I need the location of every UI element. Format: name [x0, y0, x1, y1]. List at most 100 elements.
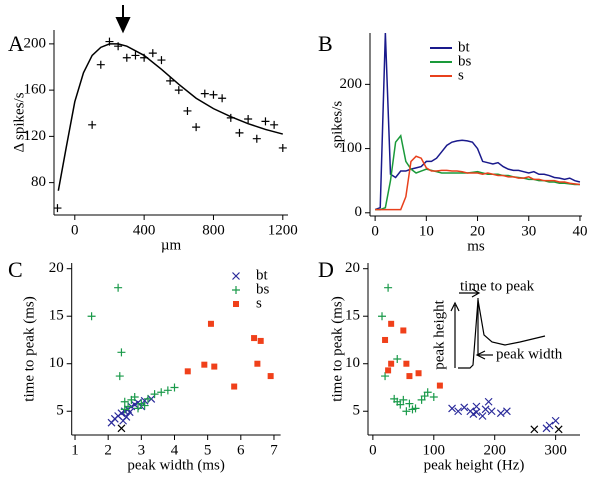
inset-arrowhead [450, 301, 460, 312]
point [218, 94, 227, 103]
point [120, 397, 129, 406]
point [257, 337, 264, 344]
x-tick-label: 0 [369, 442, 377, 458]
legend-marker [232, 272, 240, 280]
point [117, 424, 126, 433]
peak-arrow [115, 5, 131, 34]
point [420, 392, 429, 401]
point [484, 397, 493, 406]
y-tick-label: 10 [49, 355, 64, 371]
point [174, 86, 183, 95]
point [436, 382, 443, 389]
point [415, 370, 422, 377]
x-tick-label: 10 [419, 223, 434, 239]
point [393, 354, 402, 363]
point [487, 407, 496, 416]
x-tick-label: 400 [133, 222, 156, 238]
y-tick-label: 100 [340, 140, 363, 156]
point [117, 348, 126, 357]
legend-label: bs [458, 53, 472, 69]
inset-label: peak height [431, 299, 447, 369]
point [140, 401, 149, 410]
point [231, 383, 238, 390]
y-tick-label: 160 [24, 82, 47, 98]
point [390, 394, 399, 403]
y-axis-label: spikes/s [329, 101, 345, 149]
point [96, 60, 105, 69]
point [150, 390, 159, 399]
x-tick-label: 4 [171, 442, 179, 458]
y-tick-label: 120 [24, 128, 47, 144]
point [481, 405, 490, 414]
y-tick-label: 5 [56, 403, 64, 419]
arrow-head [115, 17, 131, 34]
point [211, 363, 218, 370]
point [402, 407, 411, 416]
x-axis-label: peak width (ms) [127, 457, 224, 473]
point [405, 399, 414, 408]
point [448, 404, 456, 413]
point [382, 336, 389, 343]
point [115, 372, 124, 381]
point [254, 360, 261, 367]
y-tick-label: 80 [31, 174, 46, 190]
point [120, 405, 129, 414]
y-tick-label: 0 [355, 204, 363, 220]
point [384, 283, 393, 292]
x-axis-label: µm [161, 237, 182, 253]
y-tick-label: 5 [353, 403, 361, 419]
point [192, 123, 201, 132]
legend-label: s [256, 295, 262, 311]
point [53, 204, 62, 213]
point [157, 388, 166, 397]
point [134, 404, 143, 413]
point [472, 408, 481, 417]
x-tick-label: 40 [572, 223, 587, 239]
point [278, 143, 287, 152]
legend-label: bt [458, 39, 471, 55]
y-tick-label: 15 [345, 308, 360, 324]
point [207, 320, 214, 327]
x-axis-label: ms [467, 238, 485, 254]
inset-arrowhead [475, 350, 486, 360]
point [478, 412, 487, 420]
point [454, 407, 463, 416]
point [381, 372, 390, 381]
panel-letter: D [318, 257, 334, 282]
point [119, 416, 128, 425]
x-tick-label: 20 [470, 223, 485, 239]
inset-label: time to peak [460, 278, 535, 294]
point [502, 407, 511, 416]
point [399, 395, 408, 404]
point [163, 386, 172, 395]
panel-letter: A [8, 31, 24, 56]
point [551, 416, 560, 425]
point [388, 320, 395, 327]
line [375, 155, 581, 211]
x-tick-label: 6 [237, 442, 245, 458]
inset-curve [458, 299, 546, 369]
y-tick-label: 200 [340, 76, 363, 92]
point [261, 117, 270, 126]
y-axis-label: Δ spikes/s [11, 92, 27, 152]
legend-marker [233, 301, 239, 307]
point [270, 120, 279, 129]
point [201, 361, 208, 368]
line [374, 32, 581, 211]
point [542, 424, 551, 433]
point [88, 120, 97, 129]
point [429, 392, 438, 401]
point [166, 76, 175, 85]
point [378, 312, 387, 321]
point [131, 51, 140, 60]
inset-schematic [450, 288, 546, 369]
point [406, 373, 413, 380]
inset-time-arrow [459, 288, 481, 298]
point [403, 360, 410, 367]
panel-letter: C [8, 257, 23, 282]
legend-label: bs [256, 281, 270, 297]
inset-label: peak width [496, 346, 563, 362]
x-tick-label: 7 [270, 442, 278, 458]
y-tick-label: 200 [24, 35, 47, 51]
